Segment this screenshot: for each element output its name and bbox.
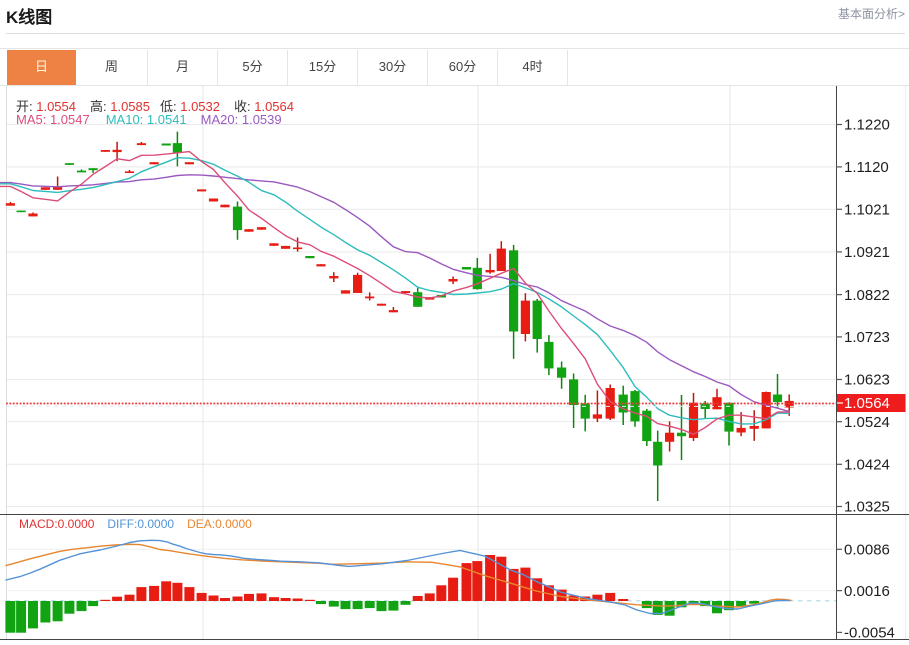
svg-text:1.0524: 1.0524 xyxy=(844,414,890,431)
svg-text:1.1120: 1.1120 xyxy=(844,159,889,176)
svg-text:1.0623: 1.0623 xyxy=(844,372,890,389)
svg-text:1.0822: 1.0822 xyxy=(844,287,890,304)
svg-text:1.0723: 1.0723 xyxy=(844,329,890,346)
svg-text:1.0325: 1.0325 xyxy=(844,499,890,516)
svg-text:1.1021: 1.1021 xyxy=(844,202,890,219)
svg-text:1.1220: 1.1220 xyxy=(844,117,890,134)
svg-text:1.0424: 1.0424 xyxy=(844,457,890,474)
svg-text:0.0086: 0.0086 xyxy=(844,542,890,559)
svg-text:-0.0054: -0.0054 xyxy=(844,625,895,642)
svg-text:0.0016: 0.0016 xyxy=(844,583,890,600)
svg-text:1.0564: 1.0564 xyxy=(844,395,890,412)
svg-text:1.0921: 1.0921 xyxy=(844,244,890,261)
